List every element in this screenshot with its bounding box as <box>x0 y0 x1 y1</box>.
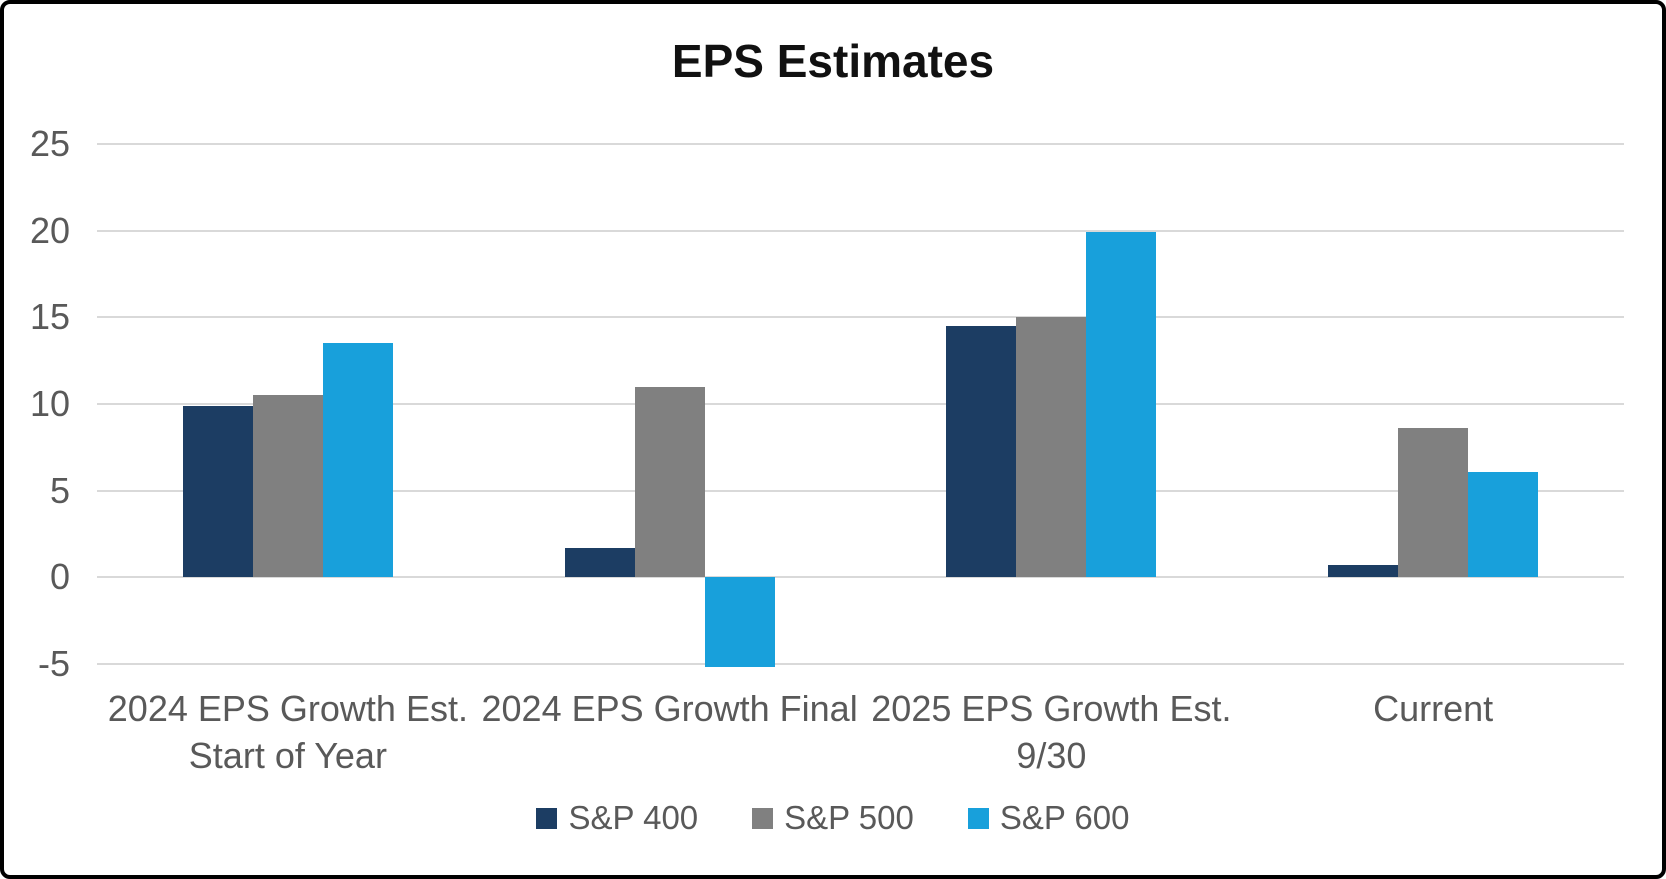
bar-sp600-2 <box>704 577 775 668</box>
y-axis-tick-label-15: 15 <box>29 296 70 338</box>
y-axis-tick-label-5: 5 <box>49 469 70 511</box>
y-axis-tick-label--5: -5 <box>37 643 70 684</box>
bar-sp500-4 <box>1398 428 1469 578</box>
legend-swatch-icon-sp500 <box>752 807 774 829</box>
bar-sp500-3 <box>1016 317 1087 578</box>
y-axis-tick-label-20: 20 <box>29 209 70 251</box>
legend-label-sp600: S&P 600 <box>999 799 1130 836</box>
y-axis-tick-label-10: 10 <box>29 383 70 424</box>
bar-sp400-2 <box>564 547 635 578</box>
gridline-20 <box>97 229 1624 232</box>
legend-item-sp400: S&P 400 <box>536 800 698 836</box>
legend-label-sp500: S&P 500 <box>784 799 914 836</box>
bar-sp500-1 <box>252 395 323 578</box>
gridline--5 <box>97 663 1624 665</box>
gridline-25 <box>97 143 1624 145</box>
chart-legend: S&P 400 S&P 500 S&P 600 <box>4 800 1662 836</box>
gridline-0 <box>97 576 1624 579</box>
bar-sp400-3 <box>946 326 1017 578</box>
legend-swatch-icon-sp600 <box>967 807 989 829</box>
gridline-5 <box>97 489 1624 492</box>
legend-item-sp500: S&P 500 <box>752 800 914 836</box>
legend-label-sp400: S&P 400 <box>568 799 699 836</box>
y-axis-tick-label-0: 0 <box>49 556 70 598</box>
bar-sp600-4 <box>1468 471 1539 578</box>
legend-item-sp600: S&P 600 <box>967 799 1130 836</box>
bar-sp400-4 <box>1328 565 1399 578</box>
bar-sp400-1 <box>182 405 253 578</box>
x-axis-category-label-1: 2024 EPS Growth Est. Start of Year <box>107 688 468 776</box>
x-axis-category-label-2: 2024 EPS Growth Final <box>481 688 858 729</box>
bar-sp500-2 <box>634 386 705 578</box>
x-axis-category-label-3: 2025 EPS Growth Est. 9/30 <box>871 688 1232 776</box>
chart-title: EPS Estimates <box>671 35 995 87</box>
bar-sp600-3 <box>1086 232 1157 578</box>
x-axis-category-label-4: Current <box>1373 688 1494 729</box>
gridline-10 <box>97 403 1624 405</box>
gridline-15 <box>97 316 1624 319</box>
bar-sp600-1 <box>322 343 393 578</box>
y-axis-tick-label-25: 25 <box>29 123 70 164</box>
legend-swatch-icon-sp400 <box>536 807 558 829</box>
